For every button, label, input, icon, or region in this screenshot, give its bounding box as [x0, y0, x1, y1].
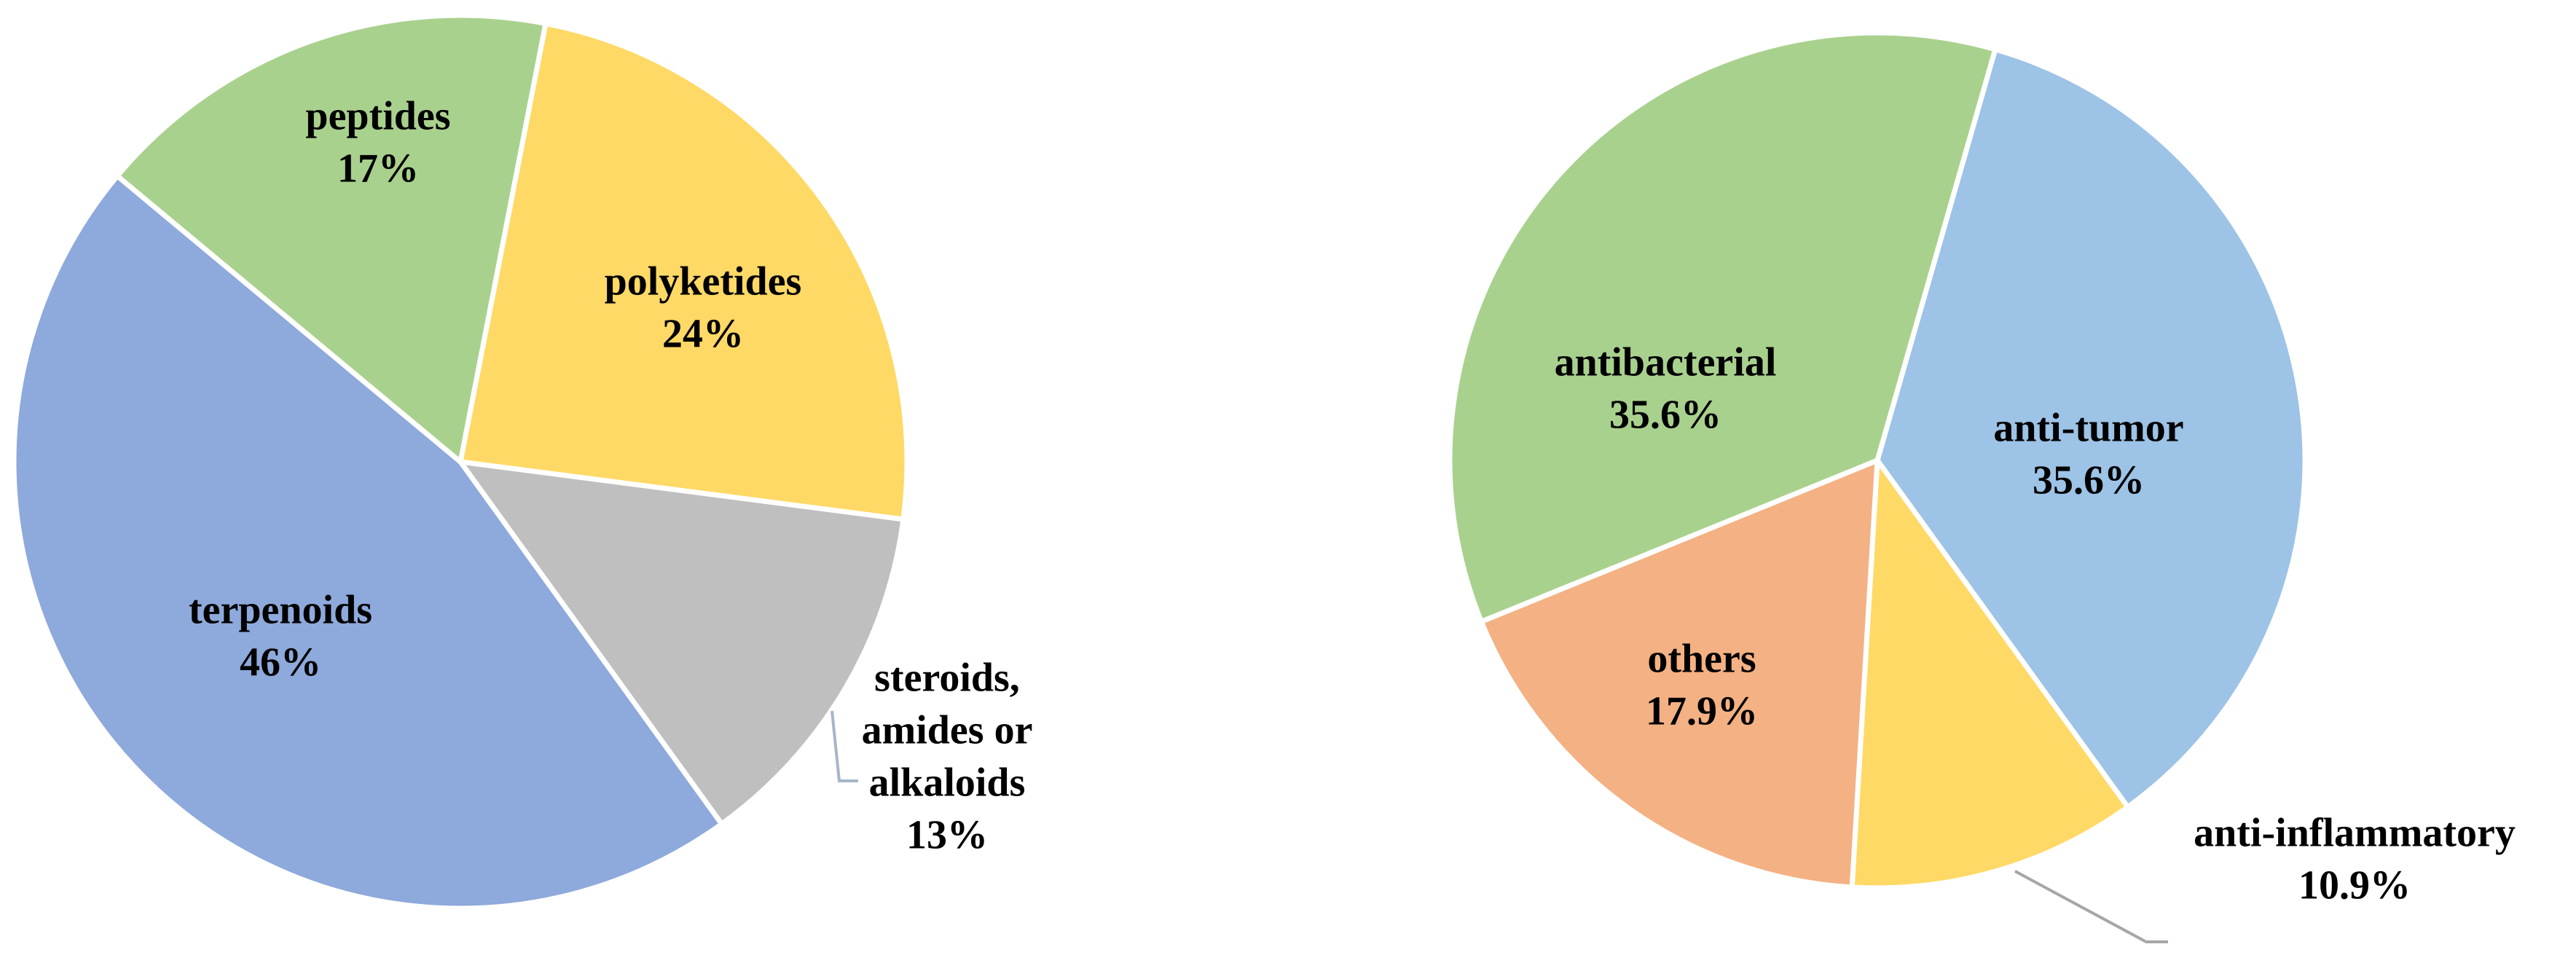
data-label-anti-inflammatory: anti-inflammatory 10.9%	[2194, 811, 2516, 908]
slice-percent-label: 35.6%	[1609, 393, 1721, 438]
pie-slice-anti-inflammatory	[1849, 457, 2131, 891]
slice-percent-label: 35.6%	[2033, 458, 2145, 503]
leader-line-anti-inflammatory	[2014, 870, 2168, 943]
pie-chart-1: polyketides 24% steroids, amides or alkaloid…	[11, 12, 1033, 911]
pie-slice-terpenoids	[11, 173, 725, 911]
slice-category-label: peptides	[305, 94, 450, 139]
data-label-peptides: peptides 17%	[305, 94, 450, 192]
data-label-anti-tumor: anti-tumor 35.6%	[1993, 406, 2183, 503]
slice-percent-label: 17%	[337, 146, 419, 192]
pie-slice-others	[1478, 457, 1880, 890]
slice-category-label: anti-inflammatory	[2194, 811, 2516, 856]
slice-category-label: steroids,	[874, 656, 1020, 701]
slice-percent-label: 24%	[662, 312, 744, 357]
slice-category-label: anti-tumor	[1993, 406, 2183, 451]
pie-slice-peptides	[114, 12, 549, 465]
slice-category-label: alkaloids	[869, 760, 1026, 806]
pie-chart-2: anti-tumor 35.6% anti-inflammatory 10.9% oth…	[1447, 30, 2516, 943]
slice-percent-label: 10.9%	[2298, 863, 2411, 908]
pie-slice-polyketides	[458, 20, 910, 522]
data-label-terpenoids: terpenoids 46%	[189, 588, 372, 685]
pie-slice-antibacterial	[1447, 30, 1998, 624]
slice-category-label: antibacterial	[1555, 340, 1777, 385]
pie-slice-steroids-amides-or-alkaloids	[458, 459, 906, 827]
slice-percent-label: 17.9%	[1646, 689, 1758, 734]
slice-category-label: others	[1647, 637, 1756, 682]
data-label-antibacterial: antibacterial 35.6%	[1555, 340, 1777, 438]
leader-line-steroids-amides-or-alkaloids	[830, 710, 858, 782]
data-label-others: others 17.9%	[1646, 637, 1758, 734]
slice-percent-label: 13%	[906, 813, 988, 858]
data-label-polyketides: polyketides 24%	[605, 259, 802, 357]
slice-percent-label: 46%	[240, 640, 321, 685]
data-label-steroids-amides-or-alkaloids: steroids, amides or alkaloids 13%	[862, 656, 1033, 858]
slice-category-label: amides or	[862, 708, 1033, 753]
pie-slice-anti-tumor	[1874, 47, 2308, 810]
slice-category-label: terpenoids	[189, 588, 372, 633]
slice-category-label: polyketides	[605, 259, 802, 304]
